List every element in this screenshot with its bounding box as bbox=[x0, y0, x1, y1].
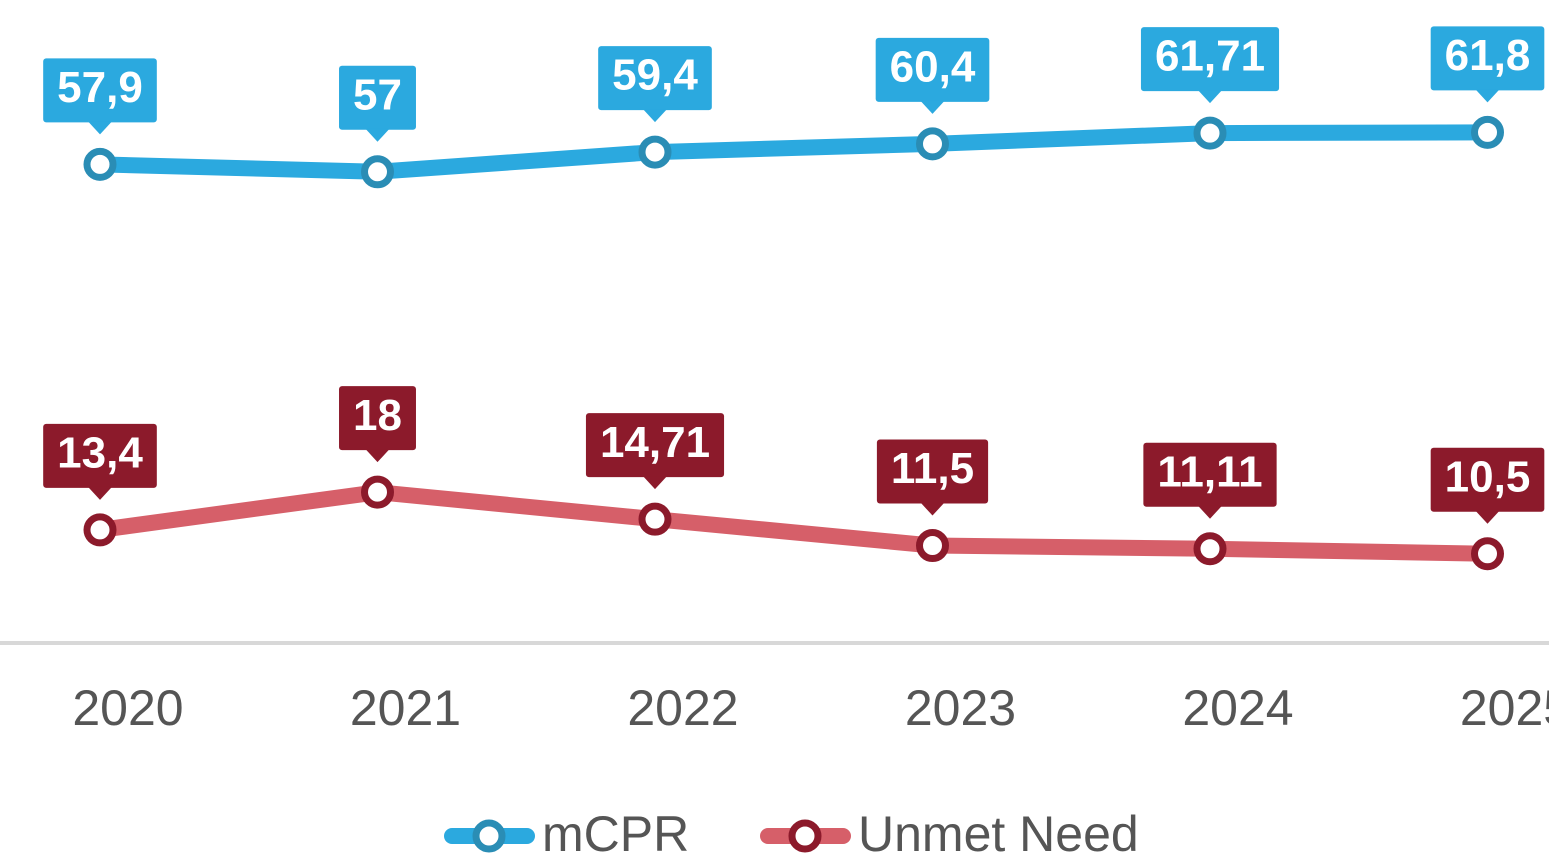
x-tick-label: 2021 bbox=[350, 680, 461, 736]
legend-label: mCPR bbox=[542, 806, 689, 860]
data-label: 13,4 bbox=[43, 423, 157, 500]
data-label-text: 10,5 bbox=[1445, 452, 1531, 501]
data-label: 10,5 bbox=[1430, 447, 1545, 524]
data-label-box bbox=[875, 37, 990, 102]
point-marker bbox=[638, 502, 672, 536]
data-label: 11,5 bbox=[876, 439, 989, 516]
point-marker bbox=[1471, 115, 1504, 149]
data-label-pointer bbox=[1475, 89, 1500, 103]
legend-swatch-marker bbox=[472, 819, 506, 853]
data-label-box bbox=[339, 386, 416, 451]
data-label-pointer bbox=[920, 502, 945, 516]
point-marker bbox=[83, 147, 117, 181]
data-label-text: 57 bbox=[353, 70, 402, 119]
data-label-pointer bbox=[88, 121, 112, 135]
x-tick-label: 2022 bbox=[627, 680, 738, 736]
data-label-text: 11,5 bbox=[891, 444, 974, 493]
legend-swatch-marker bbox=[788, 819, 822, 853]
data-label: 59,4 bbox=[598, 46, 712, 123]
point-marker bbox=[361, 155, 394, 189]
data-label-text: 11,11 bbox=[1157, 447, 1262, 496]
data-label-pointer bbox=[1198, 90, 1222, 104]
data-label: 14,71 bbox=[585, 413, 725, 490]
data-label-box bbox=[1430, 26, 1545, 91]
point-marker bbox=[916, 127, 949, 161]
point-marker bbox=[83, 513, 117, 547]
data-label-pointer bbox=[365, 449, 390, 463]
legend-label: Unmet Need bbox=[858, 806, 1139, 860]
data-label-text: 18 bbox=[353, 391, 402, 440]
data-label: 18 bbox=[339, 386, 416, 463]
data-label-box bbox=[1143, 442, 1277, 507]
data-label-box bbox=[585, 413, 725, 478]
data-label-box bbox=[43, 58, 157, 123]
data-label-pointer bbox=[88, 486, 112, 500]
data-label-box bbox=[876, 439, 989, 504]
series-line bbox=[98, 484, 1488, 562]
data-label-pointer bbox=[643, 109, 667, 123]
data-label: 60,4 bbox=[875, 37, 990, 114]
point-marker bbox=[361, 475, 394, 509]
data-label-pointer bbox=[1475, 510, 1500, 524]
data-label-text: 57,9 bbox=[57, 63, 143, 112]
data-label-box bbox=[339, 65, 416, 130]
point-marker bbox=[1471, 537, 1504, 571]
data-label: 61,71 bbox=[1140, 27, 1280, 104]
point-marker bbox=[638, 135, 672, 169]
point-marker bbox=[916, 529, 949, 563]
x-tick-label: 2024 bbox=[1182, 680, 1293, 736]
data-label-box bbox=[43, 423, 157, 488]
series-line bbox=[99, 124, 1488, 180]
data-label-pointer bbox=[365, 128, 390, 142]
data-label-box bbox=[1430, 447, 1545, 512]
data-label: 11,11 bbox=[1143, 442, 1277, 519]
data-label-text: 61,8 bbox=[1445, 31, 1531, 80]
data-label-text: 59,4 bbox=[612, 51, 698, 100]
data-label-text: 61,71 bbox=[1155, 32, 1265, 81]
data-label-text: 13,4 bbox=[57, 429, 143, 478]
data-label-text: 60,4 bbox=[890, 42, 976, 91]
data-label: 57 bbox=[339, 65, 416, 142]
point-marker bbox=[1193, 532, 1227, 566]
data-label-text: 14,71 bbox=[600, 418, 710, 467]
data-label-box bbox=[598, 46, 712, 111]
data-label-pointer bbox=[643, 476, 667, 490]
point-marker bbox=[1193, 116, 1227, 150]
x-tick-label: 2023 bbox=[905, 680, 1016, 736]
data-label-box bbox=[1140, 27, 1280, 92]
data-label-pointer bbox=[1198, 505, 1222, 519]
data-label: 57,9 bbox=[43, 58, 157, 135]
data-label-pointer bbox=[920, 100, 945, 114]
data-label: 61,8 bbox=[1430, 26, 1545, 103]
x-tick-label: 2020 bbox=[72, 680, 183, 736]
